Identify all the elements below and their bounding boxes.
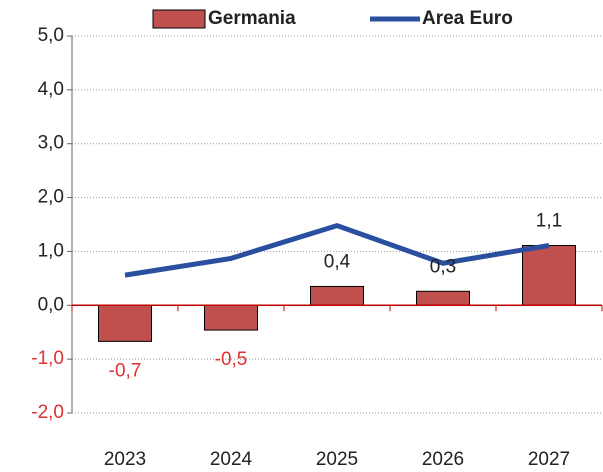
line <box>124 222 550 278</box>
legend-label: Area Euro <box>422 8 513 29</box>
bar <box>416 290 470 306</box>
data-label: 0,4 <box>324 251 351 272</box>
legend-swatch <box>152 9 206 29</box>
bar <box>204 304 258 331</box>
x-tick-label: 2027 <box>528 449 570 470</box>
y-tick-label: 1,0 <box>38 240 64 261</box>
y-tick-label: 5,0 <box>38 25 64 46</box>
x-tick-label: 2026 <box>422 449 464 470</box>
x-tick-label: 2024 <box>210 449 253 470</box>
bar <box>522 245 576 306</box>
y-tick-label: -2,0 <box>31 402 64 423</box>
y-tick-label: 0,0 <box>38 294 64 315</box>
y-tick-label: 2,0 <box>38 187 64 208</box>
data-label: -0,5 <box>215 349 248 370</box>
legend-label: Germania <box>208 8 296 29</box>
x-tick-label: 2023 <box>104 449 146 470</box>
y-tick-label: 3,0 <box>38 133 64 154</box>
y-tick-label: -1,0 <box>31 348 64 369</box>
bar <box>98 304 152 342</box>
data-label: -0,7 <box>109 360 142 381</box>
legend: Germania Area Euro <box>152 8 513 29</box>
bar <box>310 285 364 306</box>
y-tick-label: 4,0 <box>38 79 64 100</box>
x-tick-label: 2025 <box>316 449 358 470</box>
data-label: 1,1 <box>536 211 562 232</box>
data-label: 0,3 <box>430 256 456 277</box>
